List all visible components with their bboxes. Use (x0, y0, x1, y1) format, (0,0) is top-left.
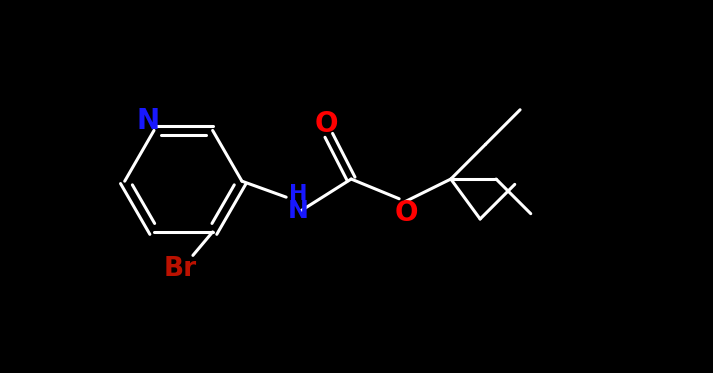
Text: O: O (394, 199, 418, 227)
Text: O: O (314, 110, 338, 138)
Text: H: H (289, 185, 307, 204)
Text: N: N (136, 107, 159, 135)
Text: Br: Br (164, 256, 198, 282)
Text: N: N (287, 199, 308, 223)
